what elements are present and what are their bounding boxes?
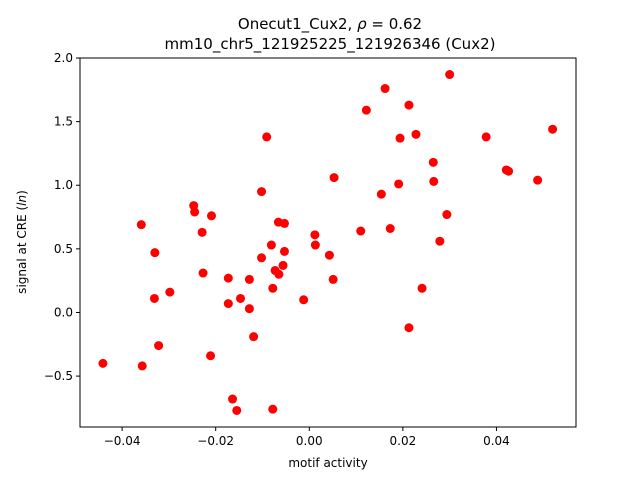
chart-title-line1: Onecut1_Cux2, ρ = 0.62 <box>238 15 422 34</box>
data-point <box>150 248 160 258</box>
data-point <box>481 132 491 142</box>
data-point <box>310 230 320 240</box>
data-point <box>278 260 288 270</box>
data-point <box>223 299 233 309</box>
data-point <box>235 293 245 303</box>
data-point <box>435 236 445 246</box>
data-point <box>268 404 278 414</box>
data-point <box>262 132 272 142</box>
x-tick-label: 0.00 <box>296 434 323 448</box>
data-point <box>404 323 414 333</box>
data-point <box>429 176 439 186</box>
x-tick-label: 0.02 <box>390 434 417 448</box>
data-point <box>356 226 366 236</box>
x-tick-label: −0.02 <box>197 434 234 448</box>
points-layer <box>98 70 558 415</box>
data-point <box>385 224 395 234</box>
data-point <box>380 84 390 94</box>
data-point <box>266 240 276 250</box>
y-tick-label: −0.5 <box>44 369 73 383</box>
data-point <box>136 220 146 230</box>
data-point <box>149 293 159 303</box>
data-point <box>228 394 238 404</box>
data-point <box>198 268 208 278</box>
data-point <box>279 218 289 228</box>
data-point <box>395 133 405 143</box>
data-point <box>244 274 254 284</box>
data-point <box>257 187 267 197</box>
data-point <box>154 341 164 351</box>
data-point <box>206 211 216 221</box>
x-tick-label: 0.04 <box>483 434 510 448</box>
plot-frame <box>79 57 577 428</box>
data-point <box>257 253 267 263</box>
data-point <box>533 175 543 185</box>
data-point <box>268 283 278 293</box>
data-point <box>244 304 254 314</box>
data-point <box>328 274 338 284</box>
y-tick-label: 2.0 <box>54 51 73 65</box>
x-axis-label: motif activity <box>288 456 367 470</box>
data-point <box>165 287 175 297</box>
data-point <box>417 283 427 293</box>
chart-title-line2: mm10_chr5_121925225_121926346 (Cux2) <box>165 35 496 54</box>
data-point <box>376 189 386 199</box>
data-point <box>428 157 438 167</box>
data-point <box>249 332 259 342</box>
y-tick-label: 0.5 <box>54 242 73 256</box>
data-point <box>394 179 404 189</box>
data-point <box>299 295 309 305</box>
data-point <box>329 173 339 183</box>
data-point <box>445 70 455 80</box>
data-point <box>361 105 371 115</box>
data-point <box>137 361 147 371</box>
data-point <box>404 100 414 110</box>
y-axis-label: signal at CRE (ln) <box>15 190 29 294</box>
y-tick-label: 1.5 <box>54 115 73 129</box>
data-point <box>504 166 514 176</box>
data-point <box>411 129 421 139</box>
data-point <box>310 240 320 250</box>
data-point <box>274 269 284 279</box>
data-point <box>548 124 558 134</box>
data-point <box>442 210 452 220</box>
y-tick-label: 0.0 <box>54 305 73 319</box>
data-point <box>232 405 242 415</box>
data-point <box>279 246 289 256</box>
ticks-layer: −0.04 −0.02 0.00 0.02 0.04 −0.5 0.0 0.5 1.0 1.5 2.… <box>44 51 510 448</box>
data-point <box>206 351 216 361</box>
data-point <box>98 358 108 368</box>
data-point <box>324 250 334 260</box>
data-point <box>190 207 200 217</box>
data-point <box>223 273 233 283</box>
y-tick-label: 1.0 <box>54 178 73 192</box>
x-tick-label: −0.04 <box>104 434 141 448</box>
data-point <box>197 227 207 237</box>
